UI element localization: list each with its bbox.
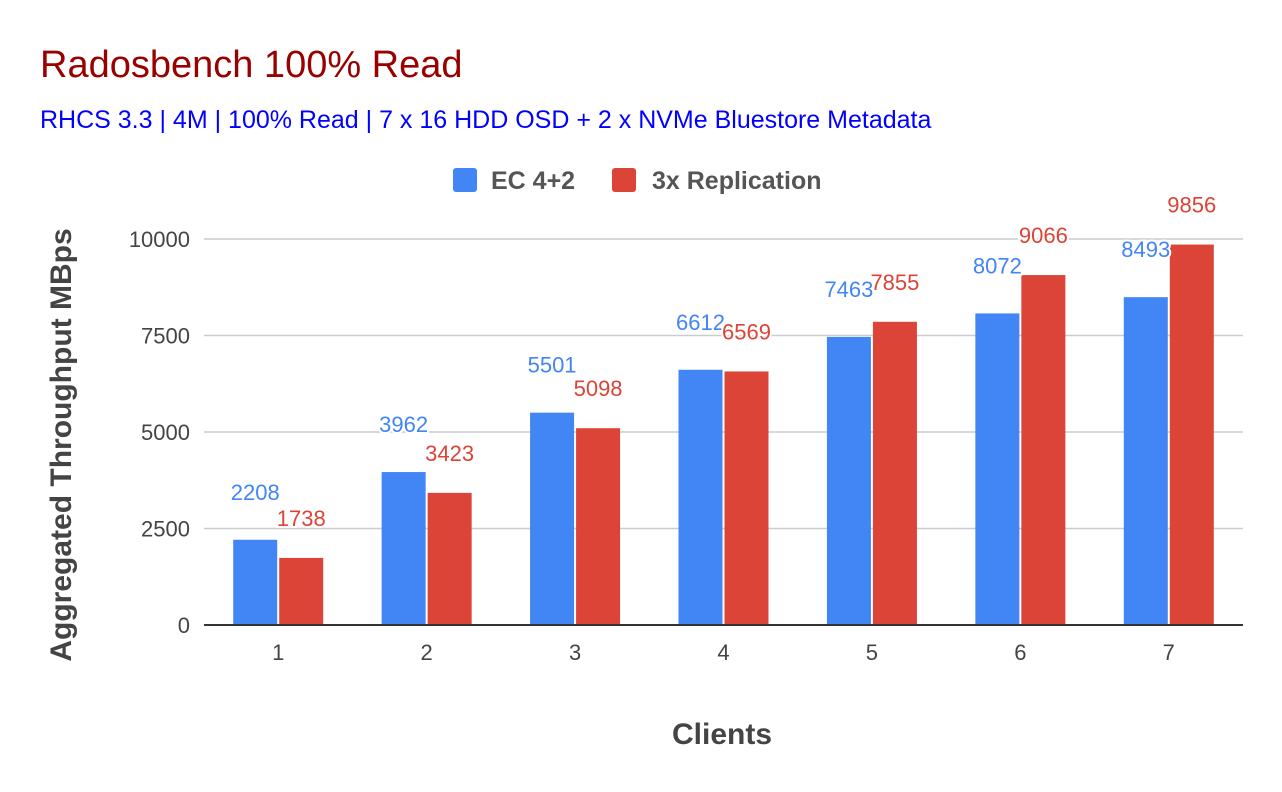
data-label-replication-3: 5098 — [574, 376, 623, 401]
gridlines — [204, 238, 1243, 530]
bar-ec-6 — [975, 313, 1020, 625]
data-label-ec-4: 6612 — [676, 310, 725, 335]
data-label-ec-2: 3962 — [379, 412, 428, 437]
x-tick-label: 4 — [717, 640, 729, 665]
y-tick-label: 2500 — [141, 517, 190, 542]
bar-ec-5 — [826, 336, 871, 625]
chart-title: Radosbench 100% Read — [40, 44, 463, 86]
bar-ec-4 — [678, 369, 723, 625]
x-axis-tick-labels: 1 2 3 4 5 6 7 — [272, 640, 1175, 665]
bar-replication-6 — [1021, 275, 1066, 625]
y-tick-label: 5000 — [141, 420, 190, 445]
legend-label-ec: EC 4+2 — [491, 167, 575, 195]
x-tick-label: 6 — [1014, 640, 1026, 665]
data-label-replication-4: 6569 — [722, 319, 771, 344]
bar-ec-7 — [1123, 297, 1168, 625]
y-tick-label: 7500 — [141, 324, 190, 349]
data-label-replication-7: 9856 — [1167, 193, 1216, 218]
bar-replication-3 — [576, 428, 621, 625]
data-label-ec-3: 5501 — [528, 353, 577, 378]
data-label-replication-5: 7855 — [870, 270, 919, 295]
data-label-ec-1: 2208 — [231, 480, 280, 505]
bar-ec-2 — [381, 472, 426, 625]
y-tick-label: 0 — [178, 613, 190, 638]
data-label-ec-6: 8072 — [973, 253, 1022, 278]
data-label-replication-2: 3423 — [425, 441, 474, 466]
x-tick-label: 7 — [1163, 640, 1175, 665]
chart-subtitle: RHCS 3.3 | 4M | 100% Read | 7 x 16 HDD O… — [40, 106, 931, 134]
bar-replication-2 — [427, 492, 472, 625]
x-tick-label: 1 — [272, 640, 284, 665]
data-label-replication-6: 9066 — [1019, 223, 1068, 248]
legend: EC 4+2 3x Replication — [453, 167, 822, 195]
legend-swatch-ec — [453, 168, 477, 192]
x-tick-label: 3 — [569, 640, 581, 665]
bar-replication-4 — [724, 371, 769, 625]
legend-label-replication: 3x Replication — [652, 167, 822, 195]
bar-ec-3 — [530, 412, 575, 625]
bar-replication-7 — [1169, 244, 1214, 625]
y-axis-title: Aggregated Throughput MBps — [45, 228, 78, 661]
x-tick-label: 5 — [866, 640, 878, 665]
y-axis-tick-labels: 0 2500 5000 7500 10000 — [129, 227, 190, 638]
bars — [233, 244, 1214, 625]
data-label-ec-5: 7463 — [824, 277, 873, 302]
data-label-replication-1: 1738 — [277, 506, 326, 531]
bar-replication-5 — [872, 321, 917, 625]
legend-swatch-replication — [612, 168, 636, 192]
bar-replication-1 — [279, 557, 324, 625]
data-label-ec-7: 8493 — [1121, 237, 1170, 262]
bar-ec-1 — [233, 539, 278, 625]
x-axis-title: Clients — [672, 718, 772, 751]
y-tick-label: 10000 — [129, 227, 190, 252]
x-tick-label: 2 — [421, 640, 433, 665]
